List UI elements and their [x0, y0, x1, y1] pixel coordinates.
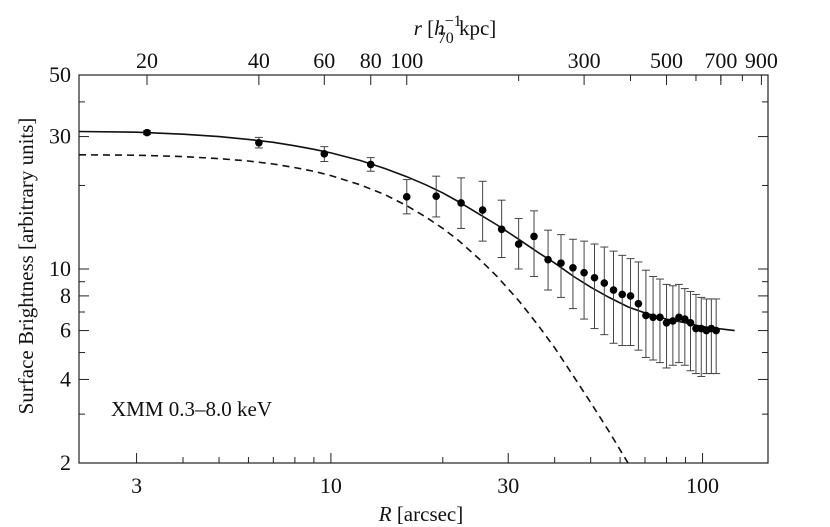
data-point [649, 313, 657, 322]
energy-band-annotation: XMM 0.3–8.0 keV [111, 397, 272, 421]
data-point [514, 240, 523, 248]
top-tick-label: 700 [704, 48, 737, 73]
top-tick-label: 80 [360, 48, 382, 73]
y-tick-label: 4 [60, 366, 71, 391]
data-point [580, 268, 588, 277]
data-point [530, 232, 538, 241]
data-point [544, 255, 552, 264]
data-point [656, 313, 664, 322]
y-axis-label: Surface Brightness [arbitrary units] [14, 118, 38, 415]
x-tick-label: 30 [497, 473, 519, 498]
top-axis-label: r [h−1 70 kpc] [414, 13, 497, 47]
y-tick-label: 30 [49, 124, 71, 149]
data-point [366, 160, 375, 169]
data-point [457, 199, 465, 207]
data-point [642, 311, 650, 320]
data-point [600, 279, 609, 287]
top-tick-label: 20 [136, 48, 158, 73]
data-point [478, 206, 487, 214]
data-point [557, 259, 565, 267]
data-point [609, 286, 618, 294]
x-tick-label: 10 [320, 473, 342, 498]
data-point [618, 290, 627, 299]
data-point [320, 150, 329, 158]
top-tick-label: 100 [390, 48, 423, 73]
top-tick-label: 60 [313, 48, 335, 73]
data-point [686, 318, 695, 327]
data-point [712, 326, 720, 335]
data-points [142, 128, 721, 377]
data-point [692, 324, 700, 333]
top-tick-label: 40 [248, 48, 270, 73]
top-tick-label: 900 [745, 48, 778, 73]
top-tick-label: 300 [568, 48, 601, 73]
x-tick-label: 3 [131, 473, 142, 498]
y-tick-label: 8 [60, 283, 71, 308]
data-point [634, 299, 643, 308]
data-point [675, 313, 683, 322]
y-tick-label: 6 [60, 318, 71, 343]
y-tick-label: 10 [49, 256, 71, 281]
data-point [497, 225, 506, 234]
data-point [143, 128, 151, 137]
data-point [669, 317, 677, 325]
data-point [590, 273, 599, 282]
data-point [681, 315, 689, 323]
axis-ticks [79, 74, 768, 464]
x-axis-label: R [arcsec] [378, 502, 464, 526]
y-tick-label: 2 [60, 450, 71, 475]
data-point [569, 264, 577, 272]
top-tick-label: 500 [650, 48, 683, 73]
data-point [432, 192, 440, 200]
y-tick-label: 50 [49, 62, 71, 87]
data-point [626, 292, 635, 300]
data-point [662, 318, 671, 327]
data-point [255, 138, 263, 147]
x-tick-label: 100 [686, 473, 719, 498]
data-point [402, 193, 411, 201]
